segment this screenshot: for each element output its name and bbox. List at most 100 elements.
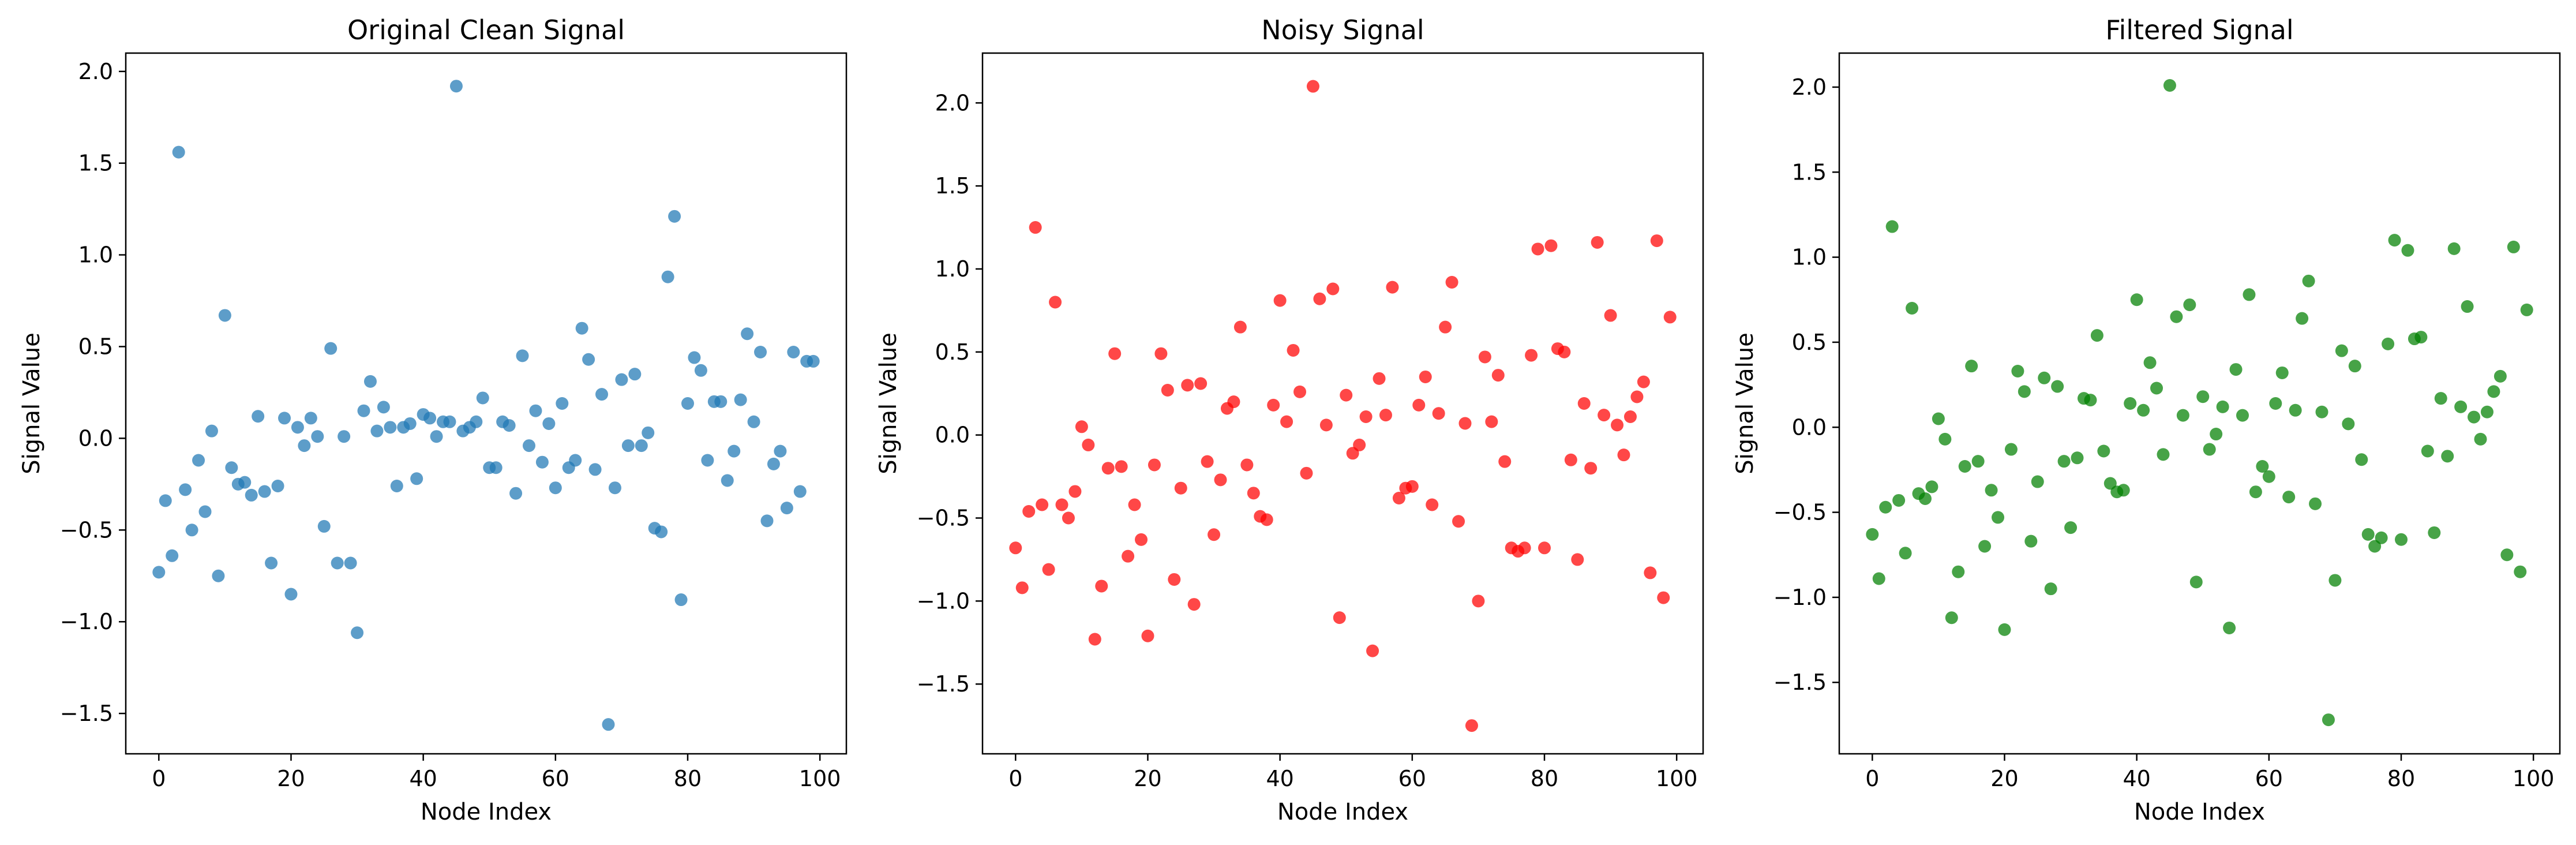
subplot-noisy-signal: Noisy Signal Node Index Signal Value 0 20…: [875, 14, 1704, 825]
data-point: [1214, 473, 1227, 487]
x-tick-label: 80: [674, 766, 702, 791]
data-point: [1201, 455, 1214, 468]
data-point: [588, 463, 602, 476]
data-point: [1287, 343, 1300, 357]
data-point: [1885, 220, 1899, 233]
data-point: [2289, 403, 2302, 417]
data-point: [2296, 312, 2309, 325]
data-point: [694, 364, 707, 377]
data-point: [1892, 493, 1906, 507]
data-point: [1958, 460, 1971, 473]
data-point: [1564, 453, 1577, 466]
data-point: [2342, 417, 2355, 431]
data-point: [516, 349, 529, 362]
data-point: [1992, 511, 2005, 524]
data-point: [370, 424, 384, 438]
x-tick-label: 60: [542, 766, 569, 791]
data-point: [1319, 418, 1333, 432]
data-point: [1194, 377, 1208, 390]
data-point: [2196, 390, 2210, 403]
data-point: [774, 444, 787, 458]
data-point: [2480, 405, 2493, 418]
data-point: [179, 483, 192, 496]
data-point: [2454, 400, 2468, 413]
data-point: [661, 270, 674, 283]
data-point: [701, 454, 714, 467]
data-point: [2216, 400, 2229, 413]
data-point: [1872, 572, 1885, 585]
data-point: [1115, 460, 1128, 473]
y-tick-label: −1.5: [917, 671, 970, 697]
data-point: [2004, 443, 2018, 456]
data-point: [278, 412, 291, 425]
data-point: [1538, 541, 1551, 555]
y-tick-label: −1.0: [1773, 585, 1827, 610]
data-point: [2514, 565, 2527, 578]
x-tick-label: 20: [277, 766, 305, 791]
x-tick-label: 0: [1865, 766, 1879, 791]
x-tick-label: 100: [2513, 766, 2555, 791]
data-point: [2394, 533, 2408, 546]
data-point: [529, 404, 542, 417]
data-point: [1985, 484, 1998, 497]
axes-frame: [125, 52, 848, 755]
data-point: [284, 588, 298, 601]
data-point: [2447, 242, 2461, 255]
data-point: [1022, 504, 1036, 518]
y-tick-label: 1.0: [78, 242, 113, 268]
data-point: [1340, 388, 1353, 402]
data-point: [185, 524, 198, 537]
data-point: [575, 321, 588, 335]
data-point: [2090, 329, 2103, 342]
y-tick-label: 1.5: [935, 173, 970, 199]
data-point: [1128, 498, 1141, 511]
data-point: [245, 488, 258, 502]
data-point: [2388, 234, 2401, 247]
data-point: [2309, 497, 2322, 510]
data-point: [1472, 595, 1485, 608]
y-tick-label: −0.5: [60, 517, 113, 543]
data-point: [1062, 511, 1075, 525]
chart-title: Filtered Signal: [2105, 14, 2293, 46]
data-point: [311, 430, 324, 443]
data-point: [1267, 398, 1280, 412]
data-point: [166, 549, 179, 562]
data-point: [1611, 418, 1624, 432]
data-point: [1945, 611, 1958, 625]
chart-title: Noisy Signal: [1261, 14, 1424, 46]
data-point: [1657, 591, 1670, 604]
data-point: [1260, 513, 1273, 526]
data-point: [1379, 409, 1392, 422]
data-point: [2236, 409, 2249, 422]
data-point: [1353, 438, 1366, 451]
data-point: [1187, 598, 1201, 611]
data-point: [1293, 385, 1307, 398]
data-point: [304, 412, 317, 425]
x-tick-label: 80: [1531, 766, 1558, 791]
data-point: [2189, 575, 2203, 589]
data-point: [1373, 372, 1386, 385]
data-point: [1591, 235, 1604, 249]
data-point: [1485, 415, 1498, 428]
data-point: [767, 457, 780, 470]
y-tick-label: 0.0: [78, 425, 113, 451]
y-tick-label: 2.0: [1792, 74, 1827, 100]
subplot-original-clean-signal: Original Clean Signal Node Index Signal …: [18, 14, 848, 825]
axes-frame: [981, 52, 1704, 755]
data-point: [2474, 432, 2487, 446]
data-point: [1558, 345, 1571, 358]
data-point: [1029, 221, 1042, 234]
data-point: [556, 397, 569, 410]
data-point: [172, 145, 185, 159]
data-point: [1233, 320, 1247, 334]
data-point: [1432, 407, 1445, 420]
data-point: [338, 430, 351, 443]
subplot-filtered-signal: Filtered Signal Node Index Signal Value …: [1732, 14, 2561, 825]
data-point: [1452, 515, 1465, 528]
data-point: [1544, 239, 1558, 252]
data-point: [1009, 541, 1022, 555]
data-point: [291, 421, 304, 434]
data-point: [2434, 392, 2447, 405]
data-point: [2150, 382, 2163, 395]
